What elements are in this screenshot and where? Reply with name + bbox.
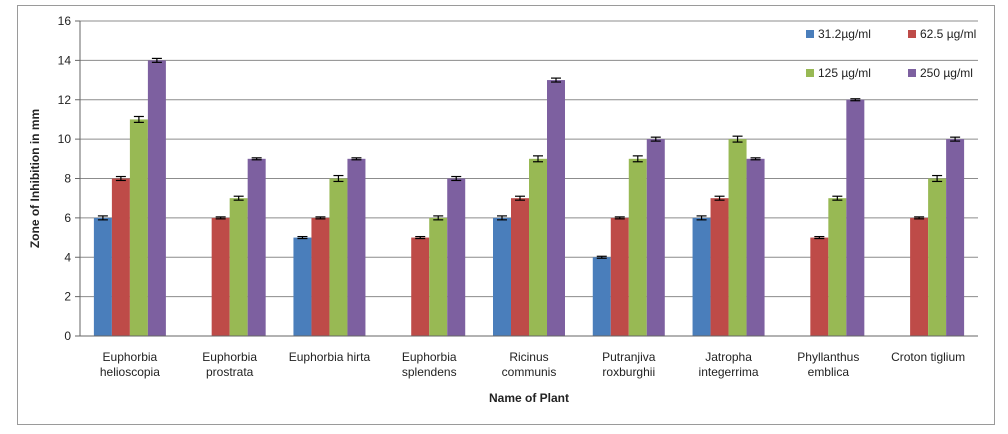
bar (529, 158, 547, 336)
legend-swatch (806, 69, 814, 77)
bar (846, 99, 865, 336)
bar (592, 257, 611, 336)
bar-chart: 0 2 4 6 8 10 12 14 16 Euphorbia helioscopia Euphorb… (28, 14, 978, 405)
bar (610, 217, 629, 336)
y-axis-title: Zone of Inhibition in mm (28, 109, 42, 248)
bar (728, 139, 747, 336)
x-axis-title: Name of Plant (489, 391, 569, 405)
legend-label: 125 µg/ml (818, 66, 871, 80)
y-tick-label: 10 (58, 132, 72, 146)
x-category-label: Euphorbia prostrata (202, 350, 257, 379)
bar (810, 237, 829, 336)
bar (910, 217, 929, 336)
legend-label: 62.5 µg/ml (920, 27, 976, 41)
x-category-label: Ricinus communis (502, 350, 557, 379)
chart-frame: 0 2 4 6 8 10 12 14 16 Euphorbia helioscopia Euphorb… (17, 5, 995, 425)
bar (211, 217, 230, 336)
bar (229, 198, 248, 336)
bar (746, 158, 765, 336)
x-category-label: Phyllanthus emblica (797, 350, 859, 379)
x-category-label: Croton tiglium (891, 350, 965, 364)
bar (329, 178, 348, 336)
bar (411, 237, 430, 336)
y-tick-label: 8 (64, 172, 71, 186)
y-tick-label: 4 (64, 250, 71, 264)
bar (946, 139, 965, 336)
bar (628, 158, 647, 336)
bar (447, 178, 466, 336)
bar (692, 217, 711, 336)
y-tick-label: 16 (58, 14, 72, 28)
bar (347, 158, 366, 336)
x-category-label: Euphorbia hirta (289, 350, 371, 364)
bar (828, 198, 847, 336)
bar (147, 60, 166, 336)
legend-swatch (908, 69, 916, 77)
bar (493, 217, 511, 336)
y-tick-label: 12 (58, 93, 72, 107)
bar (93, 217, 112, 336)
legend-swatch (806, 30, 814, 38)
bar (111, 178, 130, 336)
legend-swatch (908, 30, 916, 38)
y-tick-label: 0 (64, 329, 71, 343)
x-category-label: Euphorbia splendens (402, 350, 457, 379)
x-category-label: Euphorbia helioscopia (100, 350, 160, 379)
bar (928, 178, 947, 336)
bar (429, 217, 448, 336)
bar (547, 80, 565, 336)
x-category-label: Jatropha integerrima (699, 350, 759, 379)
legend-label: 31.2µg/ml (818, 27, 871, 41)
bar (710, 198, 729, 336)
bar (646, 139, 665, 336)
y-tick-label: 6 (64, 211, 71, 225)
bar (311, 217, 330, 336)
bar (129, 119, 148, 336)
x-category-label: Putranjiva roxburghii (602, 350, 656, 379)
bar (511, 198, 529, 336)
legend-label: 250 µg/ml (920, 66, 973, 80)
bar (247, 158, 266, 336)
bar (293, 237, 312, 336)
y-tick-label: 14 (58, 53, 72, 67)
y-tick-label: 2 (64, 290, 71, 304)
